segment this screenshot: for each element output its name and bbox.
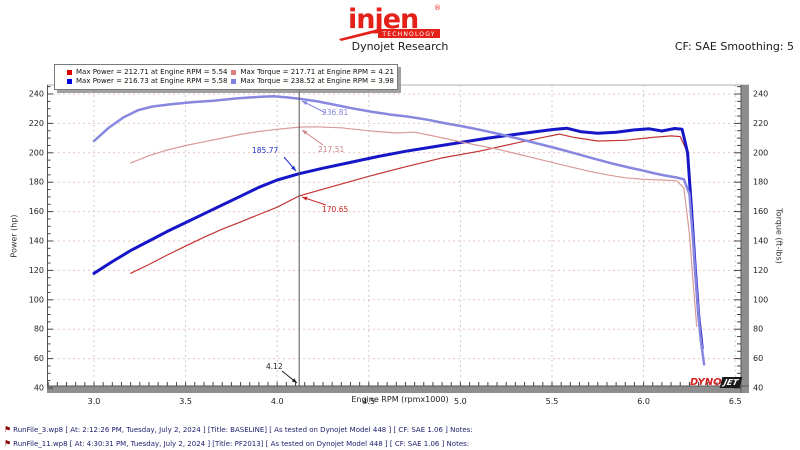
y-tick-label-right: 100 (753, 295, 768, 304)
run-file-icon: ⚑ (4, 425, 12, 434)
legend-swatch-pink (231, 70, 237, 75)
registered-mark-icon: ® (434, 4, 441, 12)
right-axis-title: Torque (ft-lbs) (774, 208, 784, 264)
y-tick-label-right: 200 (753, 148, 768, 157)
y-tick-label-left: 60 (34, 354, 44, 363)
chart-legend: Max Power = 212.71 at Engine RPM = 5.54 … (54, 64, 398, 90)
run-file-row-pf2013: ⚑ RunFile_11.wp8 [ At: 4:30:31 PM, Tuesda… (4, 437, 473, 450)
y-tick-label-left: 120 (29, 266, 44, 275)
axis-tick-labels: 40 40 60 60 80 80 100 100 120 120 140 140 160 160 180 1… (29, 90, 769, 407)
curve-baseline-power-hp- (130, 133, 700, 311)
legend-label: Max Power = 212.71 at Engine RPM = 5.54 (76, 68, 228, 76)
curve-pf2013-torque-ft-lbs- (92, 94, 706, 366)
x-tick-label: 6.0 (637, 397, 650, 406)
x-tick-label: 6.5 (729, 397, 742, 406)
legend-label: Max Torque = 217.71 at Engine RPM = 4.21 (240, 68, 394, 76)
y-tick-label-left: 180 (29, 178, 44, 187)
annotation-arrows (281, 100, 327, 384)
y-tick-label-right: 140 (753, 237, 768, 246)
legend-entry-torque-pf2013: Max Torque = 238.52 at Engine RPM = 3.98 (231, 77, 394, 86)
dyno-curves (92, 94, 706, 366)
y-tick-label-right: 60 (753, 354, 763, 363)
y-tick-label-right: 80 (753, 325, 763, 334)
x-tick-label: 4.5 (362, 397, 375, 406)
run-file-name: RunFile_11.wp8 (13, 440, 68, 448)
legend-swatch-blue (67, 79, 72, 84)
y-tick-label-right: 240 (753, 90, 768, 99)
gridlines (48, 85, 740, 386)
legend-label: Max Power = 216.73 at Engine RPM = 5.58 (76, 77, 228, 85)
right-axis-bar (741, 85, 749, 393)
y-tick-label-right: 160 (753, 207, 768, 216)
annotation-label: 170.65 (322, 205, 349, 214)
injen-technology-banner (378, 29, 440, 38)
legend-entry-power-pf2013: Max Power = 216.73 at Engine RPM = 5.58 (67, 77, 227, 86)
y-tick-label-left: 140 (29, 237, 44, 246)
legend-label: Max Torque = 238.52 at Engine RPM = 3.98 (240, 77, 394, 85)
annotation-arrowhead (302, 101, 308, 106)
run-file-name: RunFile_3.wp8 (13, 426, 64, 434)
x-tick-label: 3.0 (88, 397, 101, 406)
dynojet-logo-jet: JET (719, 376, 742, 388)
dynojet-logo: DYNO JET (690, 376, 742, 388)
y-tick-label-left: 160 (29, 207, 44, 216)
annotation-arrowhead (291, 378, 297, 383)
annotation-arrowhead (302, 130, 308, 135)
y-tick-label-left: 200 (29, 148, 44, 157)
y-tick-label-left: 40 (34, 384, 44, 393)
y-tick-label-left: 80 (34, 325, 44, 334)
legend-swatch-red (67, 70, 72, 75)
y-tick-label-right: 180 (753, 178, 768, 187)
legend-entry-torque-baseline: Max Torque = 217.71 at Engine RPM = 4.21 (231, 68, 394, 77)
x-tick-label: 5.0 (454, 397, 467, 406)
y-tick-label-left: 100 (29, 295, 44, 304)
page-title: Dynojet Research (351, 40, 449, 53)
legend-entry-power-baseline: Max Power = 212.71 at Engine RPM = 5.54 (67, 68, 227, 77)
y-tick-label-right: 220 (753, 119, 768, 128)
left-axis-title: Power (hp) (9, 214, 19, 258)
x-tick-label: 4.0 (271, 397, 284, 406)
curve-pf2013-power-hp- (92, 126, 704, 350)
x-tick-label: 5.5 (546, 397, 559, 406)
smoothing-setting-label: CF: SAE Smoothing: 5 (674, 40, 794, 53)
x-axis-title: Engine RPM (rpmx1000) (351, 395, 449, 404)
run-file-row-baseline: ⚑ RunFile_3.wp8 [ At: 2:12:26 PM, Tuesday… (4, 423, 473, 437)
injen-technology-label: TECHNOLOGY (381, 31, 435, 38)
annotation-arrowhead (302, 196, 308, 201)
run-file-list: ⚑ RunFile_3.wp8 [ At: 2:12:26 PM, Tuesday… (4, 423, 473, 450)
run-file-details: [ At: 2:12:26 PM, Tuesday, July 2, 2024 … (63, 426, 473, 434)
annotation-label: 217.51 (318, 145, 345, 154)
annotation-label: 185.77 (252, 146, 279, 155)
y-tick-label-right: 40 (753, 384, 763, 393)
run-file-details: [ At: 4:30:31 PM, Tuesday, July 2, 2024 … (67, 440, 470, 448)
x-tick-label: 3.5 (179, 397, 192, 406)
legend-swatch-lightblue (231, 79, 237, 84)
y-tick-label-left: 220 (29, 119, 44, 128)
annotation-arrowhead (291, 165, 296, 171)
dynojet-logo-dyno: DYNO (690, 376, 722, 388)
axis-ticks (47, 86, 741, 389)
y-tick-label-right: 120 (753, 266, 768, 275)
curve-baseline-torque-ft-lbs- (130, 126, 698, 327)
bottom-axis-bar (47, 386, 749, 393)
injen-logo: injen ® TECHNOLOGY (334, 1, 466, 47)
annotation-label: 236.81 (322, 108, 349, 117)
y-tick-label-left: 240 (29, 90, 44, 99)
injen-swoosh-icon (339, 29, 378, 41)
injen-logo-graphic: injen ® TECHNOLOGY (339, 4, 441, 41)
run-file-icon: ⚑ (4, 439, 12, 448)
annotation-label: 4.12 (266, 362, 283, 371)
